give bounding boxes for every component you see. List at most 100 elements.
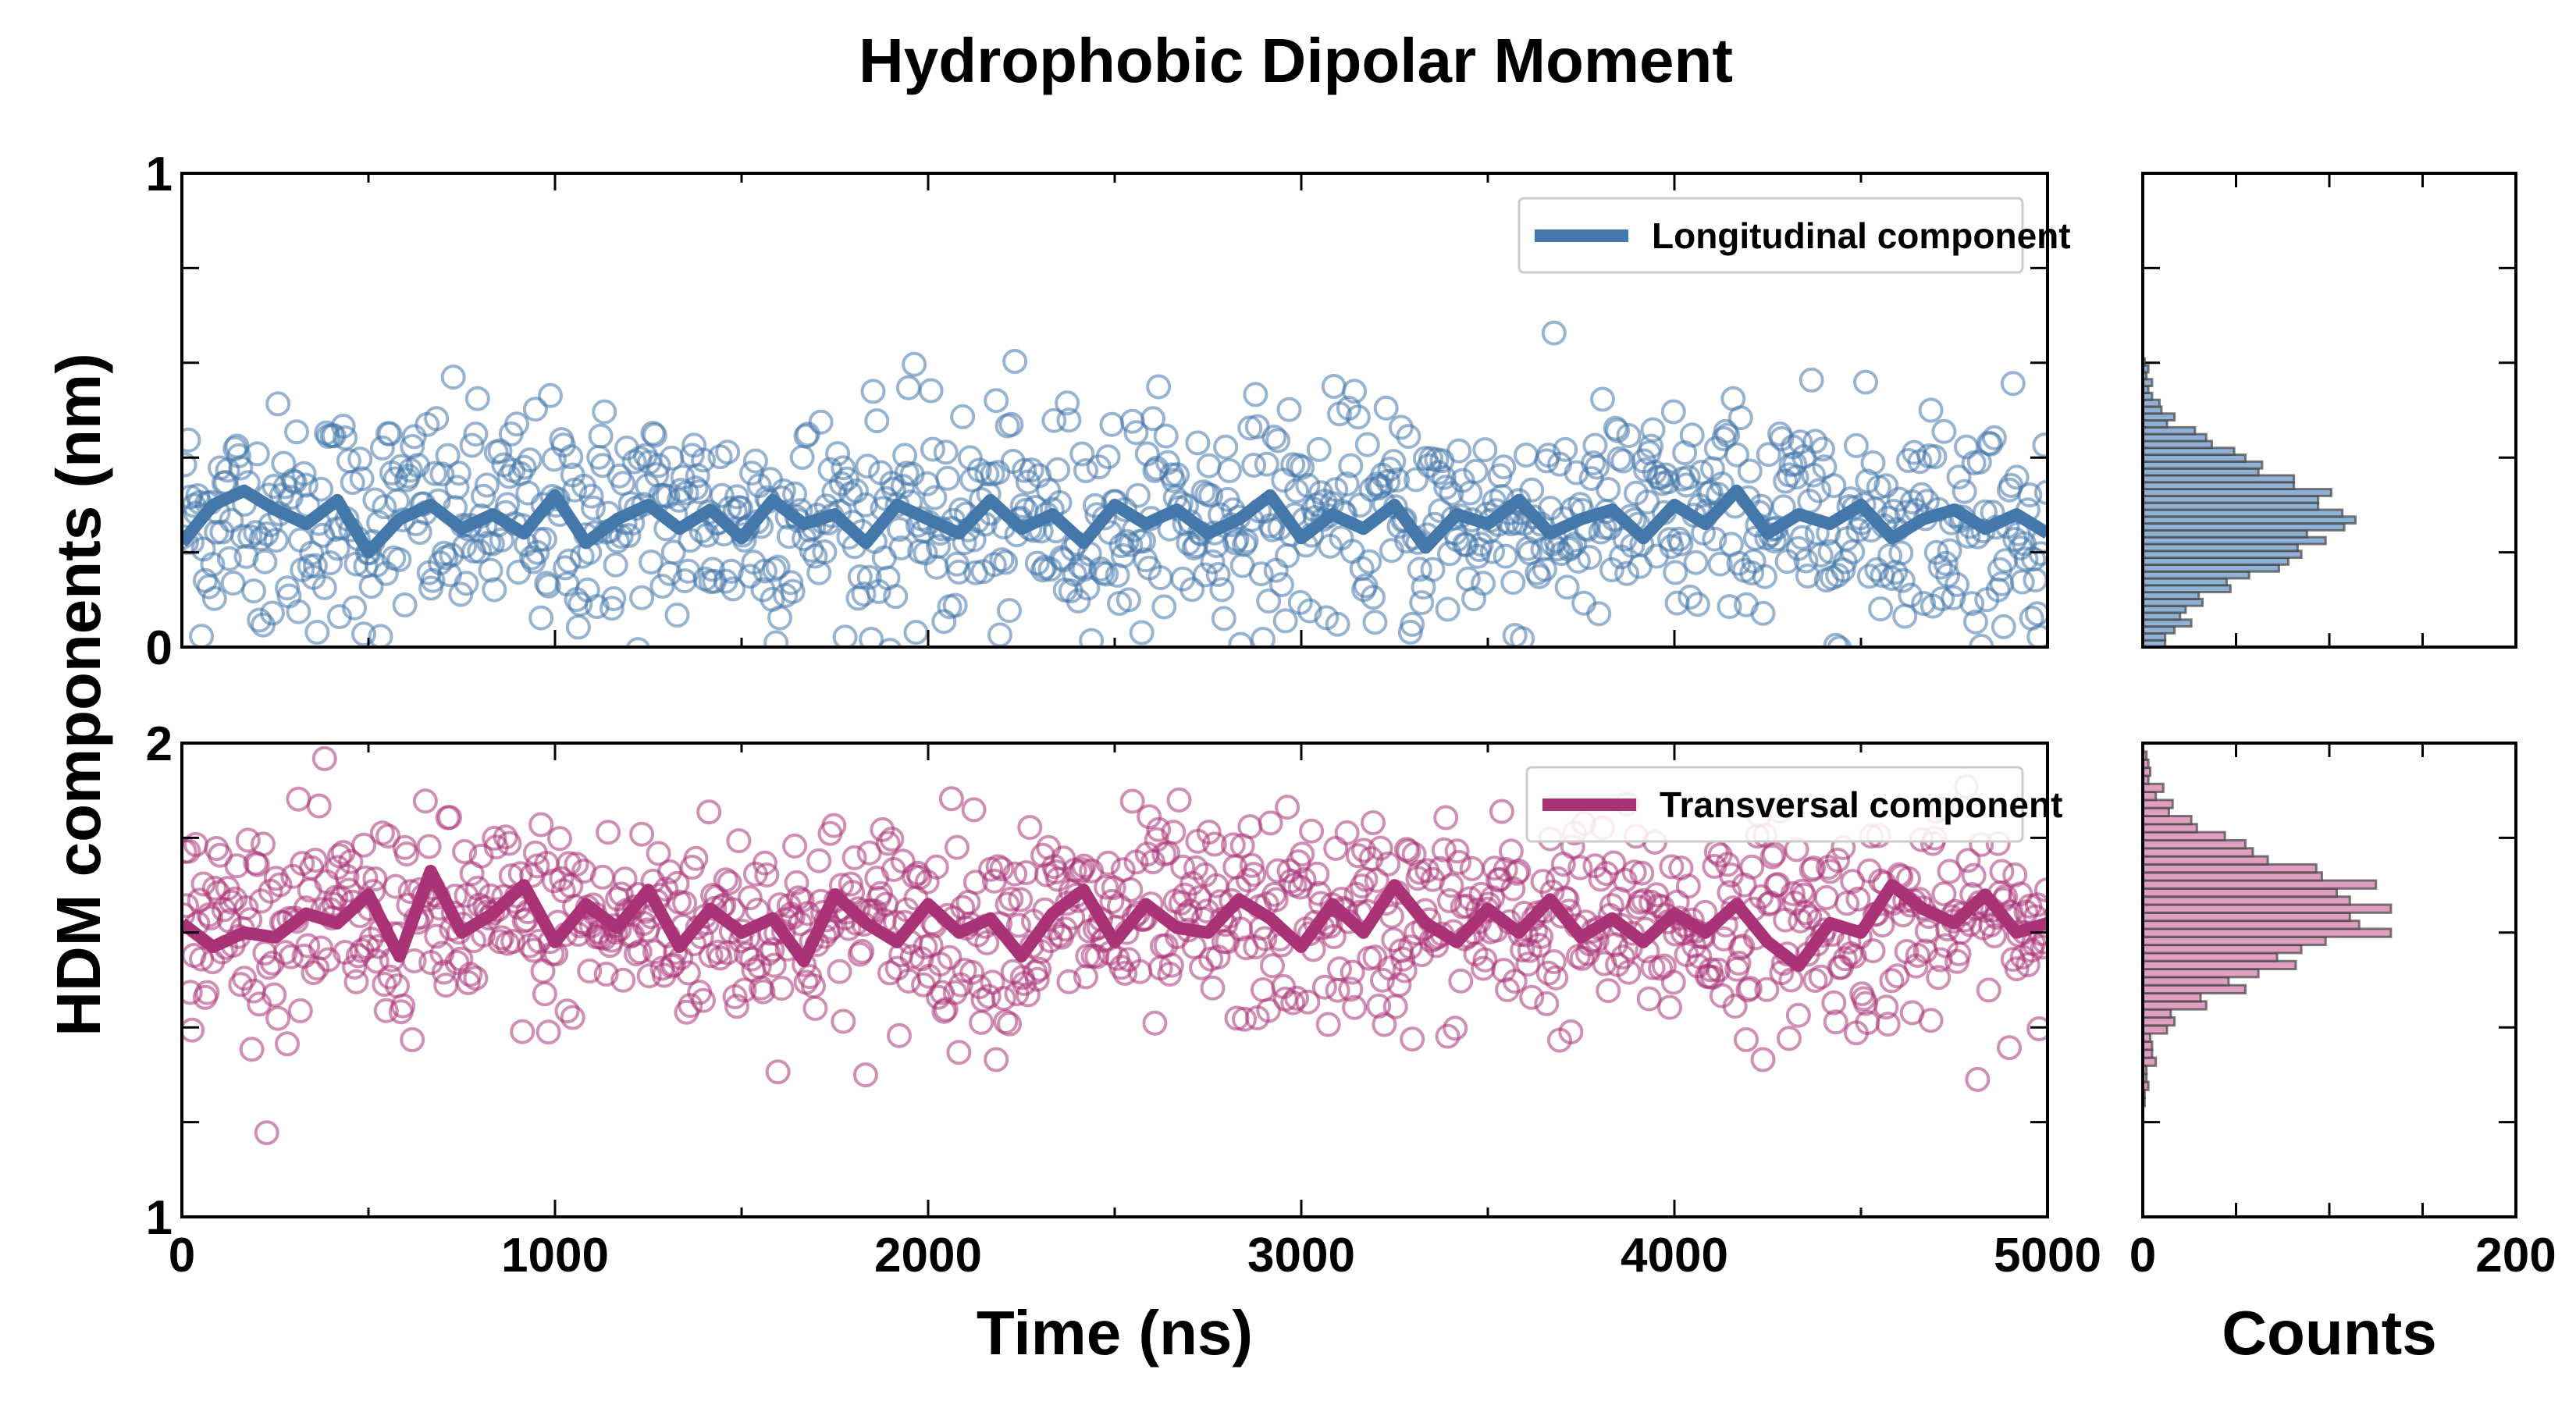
scatter-point xyxy=(220,571,246,596)
scatter-point xyxy=(235,827,261,853)
scatter-point xyxy=(182,980,203,1005)
scatter-point xyxy=(1534,991,1560,1016)
scatter-point xyxy=(1002,349,1028,374)
scatter-point xyxy=(262,982,287,1008)
hist-bar xyxy=(2141,782,2165,794)
scatter-point xyxy=(920,436,945,462)
scatter-point xyxy=(1446,438,1471,464)
scatter-point xyxy=(1017,815,1043,841)
scatter-point xyxy=(976,984,1002,1009)
scatter-point xyxy=(675,960,701,986)
scatter-point xyxy=(1565,548,1591,574)
scatter-point xyxy=(974,930,1000,955)
scatter-point xyxy=(1590,386,1615,412)
scatter-point xyxy=(1489,799,1514,824)
scatter-point xyxy=(500,929,526,954)
scatter-point xyxy=(1528,923,1554,949)
scatter-point xyxy=(1268,572,1294,597)
hist-bar xyxy=(2141,927,2393,938)
scatter-point xyxy=(311,574,337,600)
hist-bar xyxy=(2141,991,2202,1003)
scatter-point xyxy=(1918,397,1944,423)
scatter-point xyxy=(377,421,403,446)
scatter-point xyxy=(1558,1019,1584,1044)
scatter-point xyxy=(945,834,970,860)
scatter-point xyxy=(1431,837,1457,863)
y-tick-label: 2 xyxy=(146,717,173,771)
scatter-point xyxy=(1099,411,1125,437)
scatter-point xyxy=(2032,432,2048,458)
scatter-point xyxy=(717,870,742,895)
scatter-point xyxy=(1055,390,1080,416)
scatter-point xyxy=(1131,528,1156,554)
scatter-point xyxy=(887,1023,912,1048)
scatter-point xyxy=(1005,912,1031,938)
scatter-point xyxy=(1688,460,1714,485)
scatter-point xyxy=(1793,900,1819,926)
scatter-point xyxy=(984,388,1009,414)
scatter-point xyxy=(1750,600,1776,626)
scatter-point xyxy=(855,454,881,479)
scatter-point xyxy=(578,483,604,509)
scatter-point xyxy=(1827,635,1852,647)
scatter-point xyxy=(1506,859,1532,884)
scatter-point xyxy=(1888,540,1914,566)
scatter-point xyxy=(487,438,513,464)
scatter-point xyxy=(683,475,709,501)
scatter-point xyxy=(946,1040,972,1065)
scatter-point xyxy=(515,480,541,506)
scatter-point xyxy=(349,466,375,492)
scatter-point xyxy=(1346,654,1368,676)
scatter-point xyxy=(1338,976,1364,1002)
scatter-point xyxy=(998,886,1024,912)
scatter-point xyxy=(1832,946,1858,972)
scatter-point xyxy=(318,550,343,576)
scatter-point xyxy=(1802,968,1828,993)
scatter-point xyxy=(1640,955,1666,980)
scatter-point xyxy=(2024,601,2048,627)
scatter-point xyxy=(1161,468,1187,493)
hist-bar xyxy=(2141,895,2351,906)
scatter-point xyxy=(1115,587,1141,613)
scatter-point xyxy=(1961,863,1987,888)
hist-bar xyxy=(2141,935,2327,947)
hist-bar xyxy=(2141,855,2269,866)
scatter-point xyxy=(1750,1047,1776,1072)
scatter-point xyxy=(1276,397,1302,422)
scatter-point xyxy=(1338,453,1364,478)
scatter-point xyxy=(649,574,675,599)
scatter-point xyxy=(962,870,988,895)
scatter-point xyxy=(769,976,795,1001)
scatter-point xyxy=(1875,1012,1901,1037)
scatter-point xyxy=(1868,596,1894,622)
scatter-point xyxy=(1200,549,1226,574)
scatter-point xyxy=(1722,994,1748,1019)
scatter-point xyxy=(201,585,227,611)
scatter-point xyxy=(1366,993,1392,1019)
scatter-point xyxy=(1510,626,1535,647)
scatter-point xyxy=(765,554,791,580)
scatter-point xyxy=(1311,974,1337,1000)
scatter-point xyxy=(564,852,589,877)
scatter-point xyxy=(713,867,738,893)
scatter-point xyxy=(1500,876,1526,902)
scatter-point xyxy=(1577,545,1603,571)
scatter-point xyxy=(588,423,614,449)
scatter-point xyxy=(525,539,550,565)
scatter-point xyxy=(1435,596,1461,622)
scatter-point xyxy=(1930,586,1955,611)
scatter-point xyxy=(875,831,901,856)
legend-label: Longitudinal component xyxy=(1652,215,2071,256)
hist-bar xyxy=(2141,806,2170,817)
scatter-point xyxy=(1471,571,1496,596)
scatter-point xyxy=(1603,415,1628,441)
scatter-point xyxy=(308,476,334,502)
scatter-point xyxy=(1472,437,1498,463)
scatter-point xyxy=(935,465,961,491)
scatter-point xyxy=(1657,994,1682,1020)
scatter-point xyxy=(1196,820,1222,845)
scatter-point xyxy=(1205,562,1231,587)
scatter-point xyxy=(888,535,914,560)
scatter-point xyxy=(1789,525,1815,550)
scatter-point xyxy=(1431,464,1457,490)
